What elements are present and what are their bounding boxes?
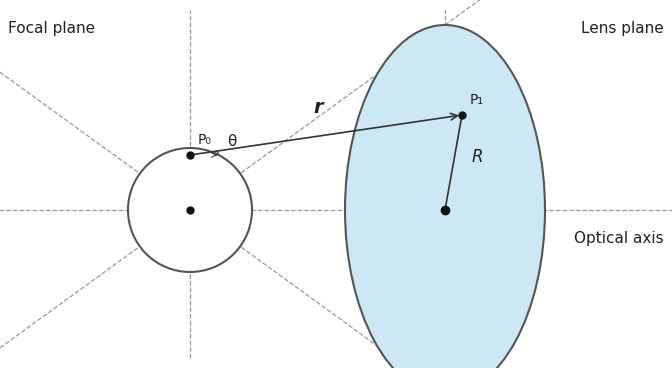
Text: r: r: [313, 98, 323, 117]
Text: P₀: P₀: [198, 133, 212, 147]
Text: P₁: P₁: [470, 93, 484, 107]
Text: Optical axis: Optical axis: [575, 230, 664, 245]
Text: θ: θ: [227, 134, 237, 149]
Text: Focal plane: Focal plane: [8, 21, 95, 35]
Text: R: R: [472, 149, 483, 166]
Text: Lens plane: Lens plane: [581, 21, 664, 35]
Ellipse shape: [345, 25, 545, 368]
Circle shape: [128, 148, 252, 272]
